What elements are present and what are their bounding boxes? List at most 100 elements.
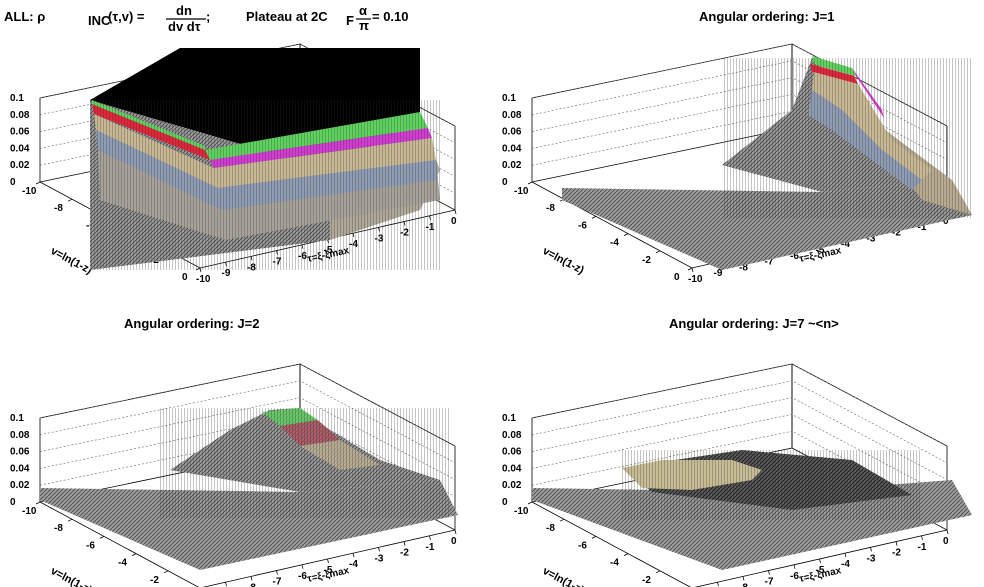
- stripe-overlay: [622, 450, 922, 520]
- x-tick-mark: [276, 570, 278, 575]
- axis-frame-line: [531, 501, 948, 587]
- panel-all-title-sub: INC: [88, 13, 111, 28]
- x-tick-label: -9: [222, 268, 231, 279]
- x-tick-mark: [454, 529, 457, 535]
- y-tick-label: 0: [674, 272, 680, 283]
- panel-all-title-semicolon: ;: [206, 9, 210, 24]
- x-tick-label: -6: [790, 251, 799, 262]
- y-tick-mark: [591, 216, 597, 219]
- x-tick-mark: [819, 558, 821, 564]
- z-tick-label: 0.02: [502, 160, 522, 171]
- panel-all-title: ALL: ρ: [4, 9, 45, 24]
- x-tick-mark: [250, 576, 253, 581]
- y-tick-label: -4: [610, 558, 619, 569]
- z-tick-label: 0.06: [502, 447, 522, 458]
- axis-frame-line: [39, 501, 456, 587]
- x-tick-mark: [768, 570, 770, 575]
- x-tick-mark: [301, 564, 304, 569]
- panel-j1-title: Angular ordering: J=1: [699, 9, 834, 24]
- x-tick-label: 0: [451, 536, 457, 547]
- x-tick-label: -2: [892, 548, 901, 559]
- y-tick-label: -4: [118, 558, 127, 569]
- panel-j2-axes: 00.020.040.060.080.10-2-4-6-8-10-10-9-8-…: [10, 363, 457, 587]
- x-tick-mark: [403, 541, 406, 546]
- panel-j1-plot: 00.020.040.060.080.10-2-4-6-8-10-10-9-8-…: [502, 43, 972, 285]
- z-tick-label: 0.04: [10, 463, 30, 474]
- x-tick-mark: [921, 535, 923, 540]
- y-tick-mark: [67, 518, 73, 522]
- z-tick-label: 0.08: [10, 430, 30, 441]
- x-tick-label: -3: [375, 553, 384, 564]
- panel-all-title-frac-den: dv dτ: [168, 19, 201, 34]
- y-axis-label: v=ln(1-z): [49, 565, 95, 587]
- x-tick-label: -8: [739, 262, 748, 273]
- z-grid-line: [531, 397, 948, 480]
- y-tick-label: -6: [578, 540, 587, 551]
- x-tick-label: -5: [816, 245, 825, 256]
- y-tick-label: -2: [150, 575, 159, 586]
- x-tick-label: -5: [816, 565, 825, 576]
- z-grid-line: [531, 380, 948, 464]
- x-tick-label: -9: [714, 268, 723, 279]
- y-tick-mark: [527, 181, 533, 185]
- x-tick-label: -5: [324, 565, 333, 576]
- x-tick-mark: [793, 564, 796, 569]
- y-tick-mark: [623, 233, 629, 236]
- y-tick-mark: [67, 198, 73, 202]
- y-axis-label: v=ln(1-z): [541, 245, 587, 277]
- y-tick-mark: [623, 553, 629, 556]
- panel-j2: Angular ordering: J=2 0 0.02 0.04 0.06 0.08 0…: [10, 316, 458, 587]
- x-tick-label: -4: [841, 559, 850, 570]
- y-axis-label: v=ln(1-z): [541, 565, 587, 587]
- y-axis-label: v=ln(1-z): [49, 245, 95, 277]
- x-tick-mark: [742, 576, 745, 581]
- y-tick-label: -6: [86, 540, 95, 551]
- x-tick-label: -1: [918, 222, 927, 233]
- x-tick-label: 0: [451, 216, 457, 227]
- x-tick-mark: [225, 582, 227, 587]
- y-tick-label: 0: [182, 272, 188, 283]
- y-tick-mark: [591, 536, 597, 539]
- x-tick-mark: [454, 209, 457, 215]
- x-tick-label: -6: [790, 571, 799, 582]
- panel-all-title-plateau-sub: F: [346, 13, 354, 28]
- y-tick-mark: [99, 536, 105, 539]
- x-tick-label: -1: [426, 542, 435, 553]
- y-tick-label: -4: [610, 238, 619, 249]
- z-tick-label: 0.04: [502, 143, 522, 154]
- y-tick-mark: [35, 501, 41, 505]
- panel-all-title-value: = 0.10: [372, 9, 409, 24]
- z-grid-line: [39, 397, 456, 480]
- z-grid-line: [531, 430, 948, 514]
- z-grid-line: [531, 43, 948, 127]
- y-tick-mark: [687, 267, 693, 271]
- y-tick-mark: [655, 250, 661, 254]
- x-tick-mark: [352, 553, 355, 558]
- x-tick-label: -4: [349, 559, 358, 570]
- x-tick-mark: [378, 547, 380, 552]
- x-tick-label: -7: [765, 257, 774, 268]
- z-tick-label: 0.1: [502, 93, 516, 104]
- y-tick-mark: [527, 501, 533, 505]
- x-tick-label: -2: [400, 548, 409, 559]
- y-tick-label: -2: [642, 255, 651, 266]
- y-tick-label: -2: [642, 575, 651, 586]
- x-tick-label: 0: [943, 536, 949, 547]
- stripe-overlay: [160, 408, 450, 518]
- z-tick-label: 0.08: [502, 110, 522, 121]
- z-tick-label: 0.06: [502, 127, 522, 138]
- x-tick-label: -3: [867, 233, 876, 244]
- y-tick-label: -8: [546, 523, 555, 534]
- z-tick-label: 0: [10, 497, 16, 508]
- y-tick-mark: [163, 570, 169, 574]
- z-tick-label: 0.04: [502, 463, 522, 474]
- z-grid-line: [39, 363, 456, 447]
- x-tick-label: -10: [196, 274, 211, 285]
- x-tick-label: -8: [247, 582, 256, 587]
- z-tick-label: 0.02: [10, 480, 30, 491]
- x-tick-mark: [717, 582, 719, 587]
- y-tick-mark: [131, 553, 137, 556]
- panel-all-title-pi: π: [359, 18, 369, 33]
- x-tick-label: -7: [765, 577, 774, 587]
